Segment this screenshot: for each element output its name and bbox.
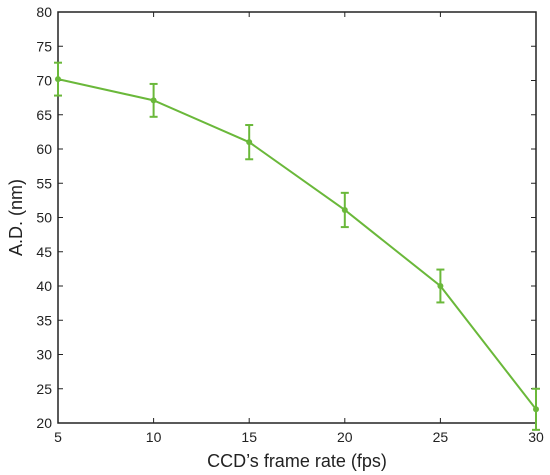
x-tick-label: 15: [241, 429, 257, 445]
y-tick-label: 60: [36, 141, 52, 157]
data-point: [150, 97, 157, 104]
y-tick-label: 70: [36, 73, 52, 89]
x-axis-ticks: 5 10 15 20 25 30: [54, 12, 544, 445]
x-tick-label: 30: [528, 429, 544, 445]
y-tick-label: 50: [36, 210, 52, 226]
y-tick-label: 30: [36, 347, 52, 363]
y-tick-label: 55: [36, 175, 52, 191]
y-tick-label: 40: [36, 278, 52, 294]
data-point: [55, 76, 61, 83]
x-tick-label: 20: [337, 429, 353, 445]
data-point: [341, 206, 348, 213]
y-tick-label: 45: [36, 244, 52, 260]
y-tick-label: 65: [36, 107, 52, 123]
y-axis-ticks: 20 25 30 35 40 45 50 55 60 65 70 75 80: [36, 4, 536, 431]
y-tick-label: 25: [36, 381, 52, 397]
series-layer: [54, 61, 540, 431]
data-point: [437, 283, 444, 289]
y-tick-label: 35: [36, 312, 52, 328]
x-axis-title: CCD’s frame rate (fps): [207, 451, 387, 471]
data-point: [246, 139, 253, 146]
y-tick-label: 80: [36, 4, 52, 20]
x-tick-label: 10: [146, 429, 162, 445]
data-point: [533, 406, 539, 413]
y-tick-label: 20: [36, 415, 52, 431]
x-tick-label: 25: [433, 429, 449, 445]
y-tick-label: 75: [36, 38, 52, 54]
x-tick-label: 5: [54, 429, 62, 445]
series-line: [57, 78, 537, 410]
y-axis-title: A.D. (nm): [6, 179, 26, 256]
plot-frame: [57, 11, 537, 424]
